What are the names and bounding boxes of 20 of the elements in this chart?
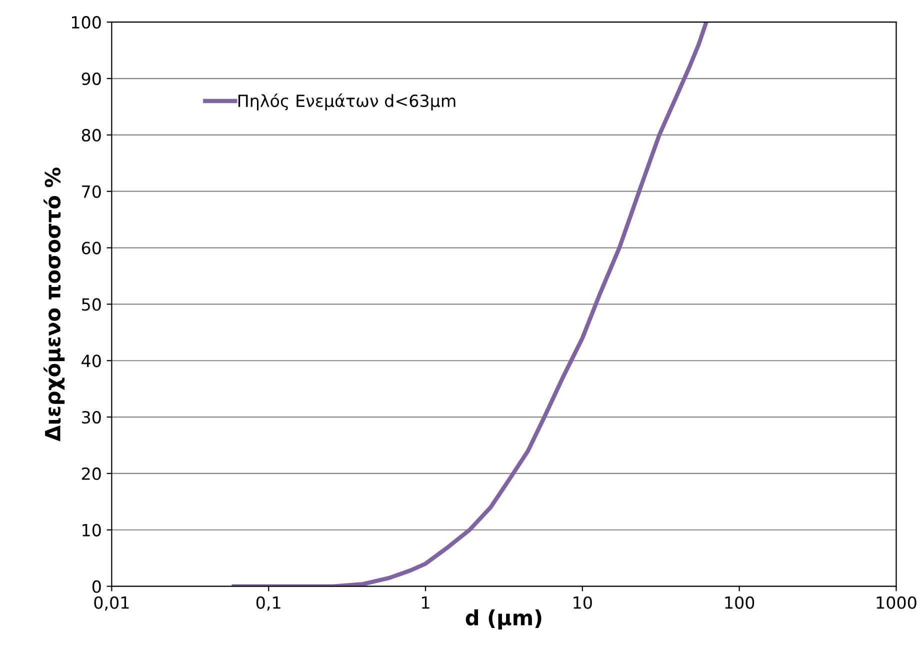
x-tick-label: 100 [725,596,754,609]
y-tick-label: 40 [82,354,101,368]
y-tick-label: 60 [82,242,101,254]
x-tick-label: 1 [422,596,430,609]
y-axis-title: Διερχόμενο ποσοστό % [44,168,65,442]
y-tick-label: 20 [82,467,101,480]
y-tick-label: 70 [82,185,101,198]
x-tick-label: 0,1 [256,596,280,611]
y-tick-label: 90 [82,72,101,86]
x-tick-label: 10 [574,596,592,609]
y-tick-label: 100 [72,16,101,29]
y-tick-label: 30 [82,411,101,424]
y-tick-label: 10 [82,524,101,536]
y-tick-label: 50 [82,298,101,311]
y-tick-label: 80 [82,128,101,142]
x-axis-title: d (μm) [466,609,542,630]
legend-label: Πηλός Ενεμάτων d<63μm [238,94,456,110]
x-tick-label: 1000 [876,596,916,609]
y-tick-label: 0 [92,580,101,593]
x-tick-label: 0,01 [94,596,129,611]
